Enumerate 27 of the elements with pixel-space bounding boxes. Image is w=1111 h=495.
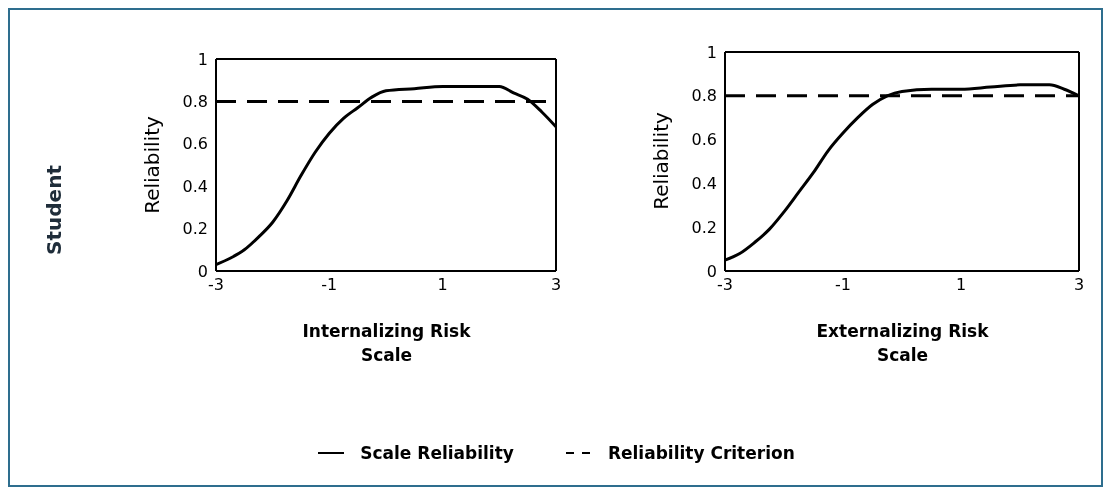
y-tick-label: 0.6: [182, 134, 208, 154]
x-tick-label: -3: [208, 275, 224, 295]
x-tick-label: 1: [955, 275, 967, 295]
y-axis-title: Reliability: [649, 111, 673, 212]
y-tick-label: 1: [706, 42, 717, 62]
x-tick-label: -3: [717, 275, 733, 295]
x-axis-title: Internalizing Risk Scale: [301, 320, 472, 367]
y-tick-label: 0.8: [691, 86, 717, 106]
y-tick-label: 0.2: [182, 219, 208, 239]
x-tick-label: 1: [437, 275, 448, 295]
y-tick-label: 0.6: [691, 130, 717, 150]
y-tick-label: 0.2: [691, 217, 717, 237]
y-axis-title: Reliability: [140, 114, 164, 216]
x-axis-title: Externalizing Risk Scale: [815, 320, 990, 367]
x-tick-label: -1: [321, 275, 338, 295]
x-tick-label: 3: [1073, 275, 1085, 295]
y-tick-label: 1: [197, 49, 208, 69]
x-tick-label: -1: [835, 275, 851, 295]
y-tick-label: 0: [197, 261, 208, 281]
y-tick-label: 0: [706, 261, 717, 281]
legend-label: Reliability Criterion: [607, 443, 795, 463]
y-tick-label: 0.4: [182, 176, 208, 196]
y-tick-label: 0.4: [691, 174, 717, 194]
x-tick-label: 3: [550, 275, 562, 295]
y-tick-label: 0.8: [182, 92, 208, 112]
text: Student: [42, 165, 66, 255]
legend-label: Scale Reliability: [360, 443, 514, 463]
